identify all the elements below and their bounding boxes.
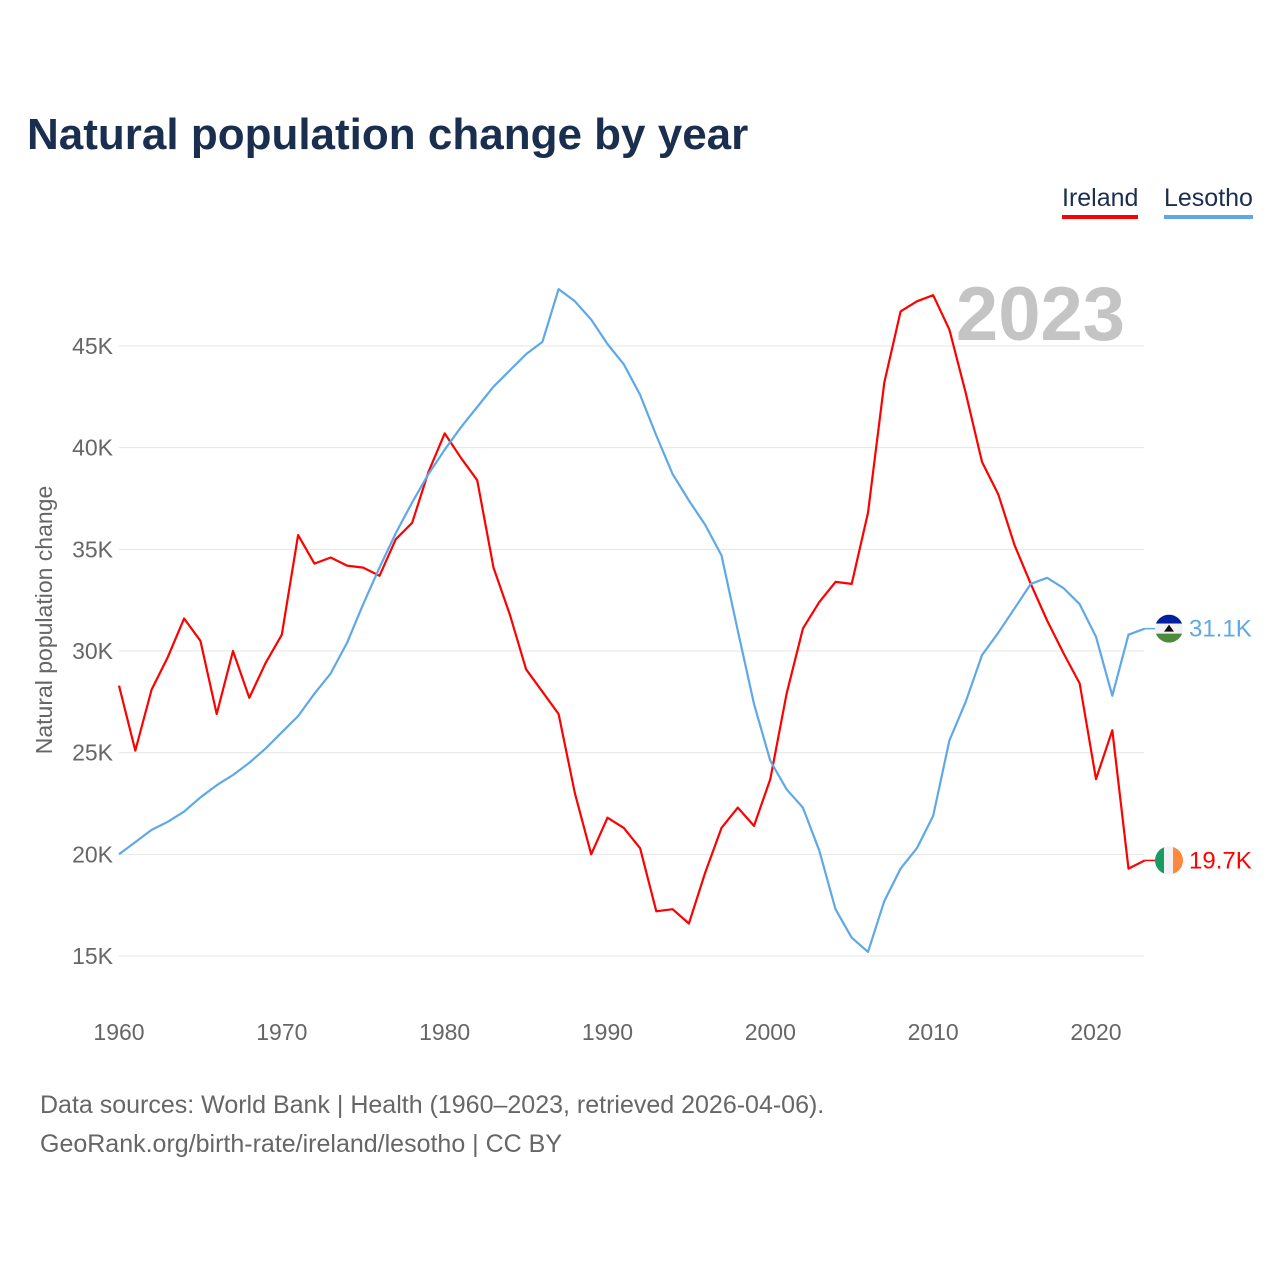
flag-stripe xyxy=(1155,846,1165,875)
x-tick-label: 2020 xyxy=(1070,1019,1121,1045)
legend-ireland[interactable]: Ireland xyxy=(1062,184,1139,219)
y-tick-label: 30K xyxy=(72,638,114,664)
y-tick-label: 20K xyxy=(72,841,114,867)
end-value-label: 19.7K xyxy=(1189,847,1252,874)
flag-stripe xyxy=(1173,846,1183,875)
ireland-flag-icon xyxy=(1155,846,1183,875)
y-tick-label: 25K xyxy=(72,740,114,766)
series-line-ireland xyxy=(117,294,1146,925)
x-tick-label: 1960 xyxy=(93,1019,144,1045)
series-line-lesotho xyxy=(118,288,1146,954)
flag-hat xyxy=(1164,624,1174,632)
y-axis-label: Natural population change xyxy=(31,486,57,755)
flag-stripe xyxy=(1164,846,1174,875)
footer-sources: Data sources: World Bank | Health (1960–… xyxy=(40,1091,825,1119)
x-tick-label: 1980 xyxy=(419,1019,470,1045)
y-tick-label: 40K xyxy=(72,435,114,461)
x-tick-label: 2000 xyxy=(745,1019,796,1045)
legend-lesotho[interactable]: Lesotho xyxy=(1164,184,1253,219)
footer-link[interactable]: GeoRank.org/birth-rate/ireland/lesotho |… xyxy=(40,1130,563,1158)
x-tick-label: 1970 xyxy=(256,1019,307,1045)
flag-stripe xyxy=(1155,633,1183,643)
flag-stripe xyxy=(1155,614,1183,624)
y-tick-label: 15K xyxy=(72,943,114,969)
x-tick-label: 2010 xyxy=(908,1019,959,1045)
y-tick-label: 45K xyxy=(72,333,114,359)
chart-title: Natural population change by year xyxy=(27,110,749,159)
lesotho-flag-icon xyxy=(1155,614,1183,643)
footer: Data sources: World Bank | Health (1960–… xyxy=(40,1086,824,1164)
y-tick-label: 35K xyxy=(72,536,114,562)
year-watermark: 2023 xyxy=(956,272,1125,357)
end-value-label: 31.1K xyxy=(1189,616,1252,643)
x-tick-label: 1990 xyxy=(582,1019,633,1045)
